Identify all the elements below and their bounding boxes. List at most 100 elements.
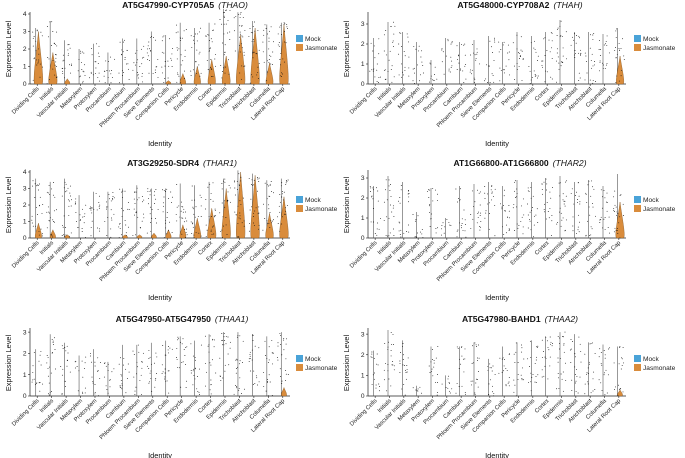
jitter-point <box>404 365 406 366</box>
jitter-point <box>432 349 434 350</box>
jitter-point <box>375 384 377 386</box>
jitter-point <box>225 343 227 345</box>
jitter-point <box>270 55 272 57</box>
jitter-point <box>470 380 472 382</box>
jitter-point <box>196 66 198 68</box>
jitter-point <box>79 214 81 216</box>
jitter-point <box>192 370 194 372</box>
jitter-point <box>408 224 410 226</box>
jitter-point <box>559 337 561 339</box>
jitter-point <box>287 374 289 375</box>
jitter-point <box>589 214 591 216</box>
jitter-point <box>140 48 142 50</box>
jitter-point <box>417 390 419 392</box>
jitter-point <box>616 28 617 30</box>
jitter-point <box>239 377 241 379</box>
jitter-point <box>223 54 225 56</box>
jitter-point <box>112 192 114 194</box>
jitter-point <box>252 76 254 78</box>
jitter-point <box>461 43 463 45</box>
jitter-point <box>97 76 99 78</box>
jitter-point <box>263 385 265 387</box>
jitter-point <box>82 376 84 378</box>
jitter-point <box>150 37 152 38</box>
x-tick-label: Dividing Cells <box>11 398 41 428</box>
jitter-point <box>123 364 124 366</box>
jitter-point <box>229 9 231 11</box>
jitter-point <box>399 222 401 224</box>
jitter-point <box>226 234 228 235</box>
violin-group-13: Cortex <box>534 32 553 103</box>
jitter-point <box>480 226 482 228</box>
jitter-point <box>549 356 551 358</box>
jitter-point <box>225 9 227 11</box>
jitter-point <box>234 30 235 32</box>
jitter-point <box>535 376 537 377</box>
jitter-point <box>168 392 170 394</box>
chart-title-alias: (THAH) <box>553 0 582 10</box>
jitter-point <box>252 184 254 186</box>
jitter-point <box>533 215 535 217</box>
jitter-point <box>501 358 503 360</box>
jitter-point <box>223 225 224 227</box>
jitter-point <box>503 365 505 367</box>
jitter-point <box>377 364 379 366</box>
jitter-point <box>238 36 240 38</box>
jitter-point <box>432 200 434 202</box>
jitter-point <box>77 390 79 392</box>
y-tick-label: 1 <box>361 61 365 68</box>
jitter-point <box>417 388 419 390</box>
jitter-point <box>149 194 151 196</box>
jitter-point <box>263 203 264 205</box>
jitter-point <box>235 214 237 216</box>
jitter-point <box>240 393 242 394</box>
jitter-point <box>516 223 518 225</box>
jitter-point <box>460 346 462 348</box>
jitter-point <box>556 28 558 30</box>
x-tick-label: Dividing Cells <box>349 86 379 116</box>
jitter-point <box>31 222 33 224</box>
jitter-point <box>269 54 271 56</box>
jitter-point <box>121 49 123 51</box>
jitter-point <box>281 196 283 198</box>
jitter-point <box>615 229 617 231</box>
jitter-point <box>42 383 44 385</box>
jitter-point <box>402 359 404 360</box>
jitter-point <box>550 235 552 237</box>
jitter-point <box>521 216 523 218</box>
jitter-point <box>587 220 589 222</box>
jitter-point <box>392 207 394 209</box>
jitter-point <box>377 200 379 202</box>
jitter-point <box>268 204 270 206</box>
jitter-point <box>36 64 38 66</box>
jitter-point <box>492 395 494 397</box>
jitter-point <box>180 40 181 42</box>
jitter-point <box>132 234 134 236</box>
jitter-point <box>111 70 113 71</box>
jitter-point <box>283 213 285 215</box>
jitter-point <box>576 191 577 193</box>
jitter-point <box>408 75 410 77</box>
jitter-point <box>206 371 207 373</box>
jitter-point <box>479 215 481 217</box>
jitter-point <box>392 364 394 366</box>
jitter-point <box>562 390 564 392</box>
jitter-point <box>39 76 41 78</box>
jitter-point <box>277 216 278 218</box>
jitter-point <box>475 382 477 384</box>
jitter-point <box>223 336 225 338</box>
jitter-point <box>586 201 588 203</box>
jitter-point <box>164 378 166 380</box>
jitter-point <box>420 74 421 76</box>
jitter-point <box>434 74 435 75</box>
jitter-point <box>68 205 70 207</box>
legend-swatch-mock <box>634 355 641 362</box>
jitter-point <box>551 58 553 60</box>
jitter-point <box>579 376 581 378</box>
jitter-point <box>387 348 389 350</box>
jitter-point <box>616 211 618 213</box>
jitter-point <box>448 382 450 384</box>
jitter-point <box>98 80 100 82</box>
jitter-point <box>605 64 607 66</box>
jitter-point <box>124 190 126 192</box>
